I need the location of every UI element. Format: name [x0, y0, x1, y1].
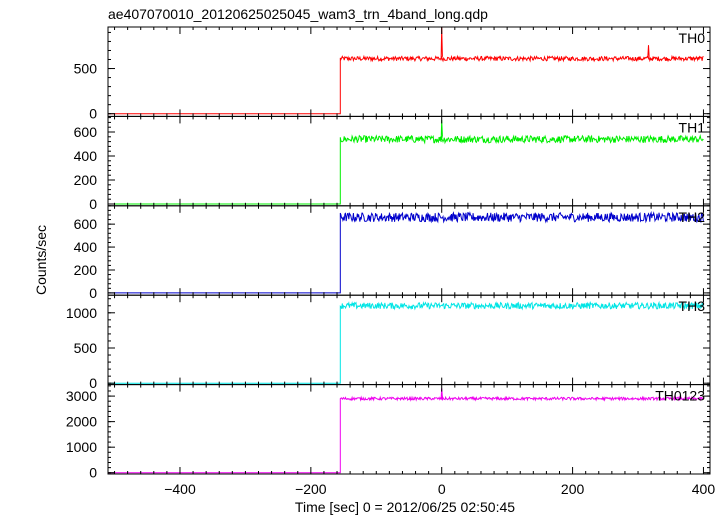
y-tick-label: 200 — [74, 262, 98, 278]
y-tick-label: 3000 — [66, 388, 97, 404]
series-label-th1: TH1 — [679, 119, 706, 135]
y-tick-label: 0 — [89, 285, 97, 301]
panels-group: 0 500 TH0 0 200 400 600 TH1 0 200 400 600 TH2 0 500 100… — [66, 26, 711, 481]
panel-frame-th0 — [107, 26, 711, 117]
y-tick-label: 400 — [74, 148, 98, 164]
series-label-th0: TH0 — [679, 30, 706, 46]
x-tick-label: 0 — [438, 481, 446, 497]
x-axis-label: Time [sec] 0 = 2012/06/25 02:50:45 — [295, 499, 515, 515]
y-tick-label: 0 — [89, 465, 97, 481]
y-tick-label: 600 — [74, 216, 98, 232]
series-label-th2: TH2 — [679, 209, 706, 225]
panel-th0: 0 500 TH0 — [74, 26, 711, 122]
y-tick-label: 0 — [89, 375, 97, 391]
x-tick-label: −200 — [295, 481, 327, 497]
y-tick-label: 400 — [74, 239, 98, 255]
y-tick-label: 1000 — [66, 439, 97, 455]
panel-frame-th0123 — [107, 384, 711, 475]
y-tick-label: 600 — [74, 124, 98, 140]
panel-th0123: 0 1000 2000 3000 TH0123 — [66, 384, 711, 481]
y-tick-label: 500 — [74, 340, 98, 356]
y-axis-label: Counts/sec — [33, 225, 49, 295]
series-line-th0123 — [108, 388, 704, 474]
series-line-th0 — [108, 26, 704, 115]
series-line-th1 — [108, 119, 704, 205]
y-tick-label: 1000 — [66, 305, 97, 321]
x-tick-label: 200 — [561, 481, 585, 497]
y-tick-label: 0 — [89, 106, 97, 122]
panel-frame-th3 — [107, 294, 711, 386]
panel-th1: 0 200 400 600 TH1 — [74, 115, 711, 212]
x-tick-label: 400 — [692, 481, 716, 497]
chart-title: ae407070010_20120625025045_wam3_trn_4ban… — [108, 6, 488, 22]
panel-th2: 0 200 400 600 TH2 — [74, 205, 711, 301]
x-axis: −400 −200 0 200 400 — [164, 481, 715, 497]
y-tick-label: 0 — [89, 196, 97, 212]
series-label-th0123: TH0123 — [655, 388, 705, 404]
panel-th3: 0 500 1000 TH3 — [66, 294, 711, 391]
panel-frame-th1 — [107, 115, 711, 207]
y-tick-label: 2000 — [66, 414, 97, 430]
x-tick-label: −400 — [164, 481, 196, 497]
series-line-th3 — [108, 300, 704, 384]
y-tick-label: 200 — [74, 172, 98, 188]
series-label-th3: TH3 — [679, 298, 706, 314]
series-line-th2 — [108, 210, 704, 294]
y-tick-label: 500 — [74, 61, 98, 77]
